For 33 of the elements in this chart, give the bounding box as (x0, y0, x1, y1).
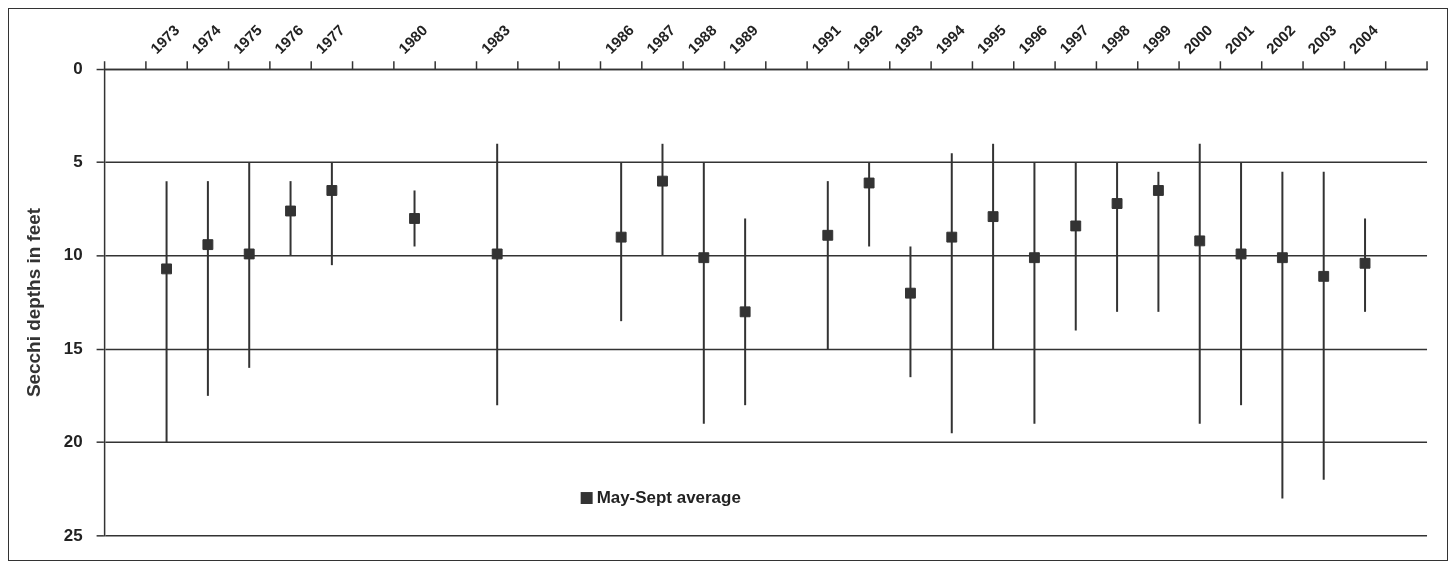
point (285, 205, 296, 217)
point (905, 287, 916, 299)
point (161, 263, 173, 275)
y-tick-label: 5 (73, 152, 83, 172)
y-tick-label: 25 (63, 525, 83, 545)
point (1152, 185, 1164, 196)
point (946, 231, 958, 243)
point (1359, 257, 1371, 269)
y-axis-title: Secchi depths in feet (22, 207, 44, 398)
y-tick-label: 15 (63, 338, 83, 358)
point (491, 248, 503, 260)
point (657, 175, 668, 187)
point (1318, 270, 1330, 282)
point (863, 177, 875, 189)
legend-label: May-Sept average (596, 487, 741, 507)
point (1276, 252, 1288, 264)
y-tick-label: 10 (63, 245, 83, 265)
y-tick-label: 0 (73, 58, 83, 78)
point (987, 211, 999, 223)
point (739, 306, 751, 318)
point (409, 213, 420, 224)
y-tick-label: 20 (63, 432, 83, 452)
point (615, 231, 627, 243)
point (1111, 198, 1123, 209)
point (243, 248, 255, 260)
point (1070, 220, 1082, 232)
point (822, 229, 834, 241)
point (326, 185, 338, 196)
point (1028, 252, 1040, 264)
point (1235, 248, 1247, 260)
point (1194, 235, 1206, 247)
point (202, 239, 214, 251)
point (698, 252, 710, 264)
